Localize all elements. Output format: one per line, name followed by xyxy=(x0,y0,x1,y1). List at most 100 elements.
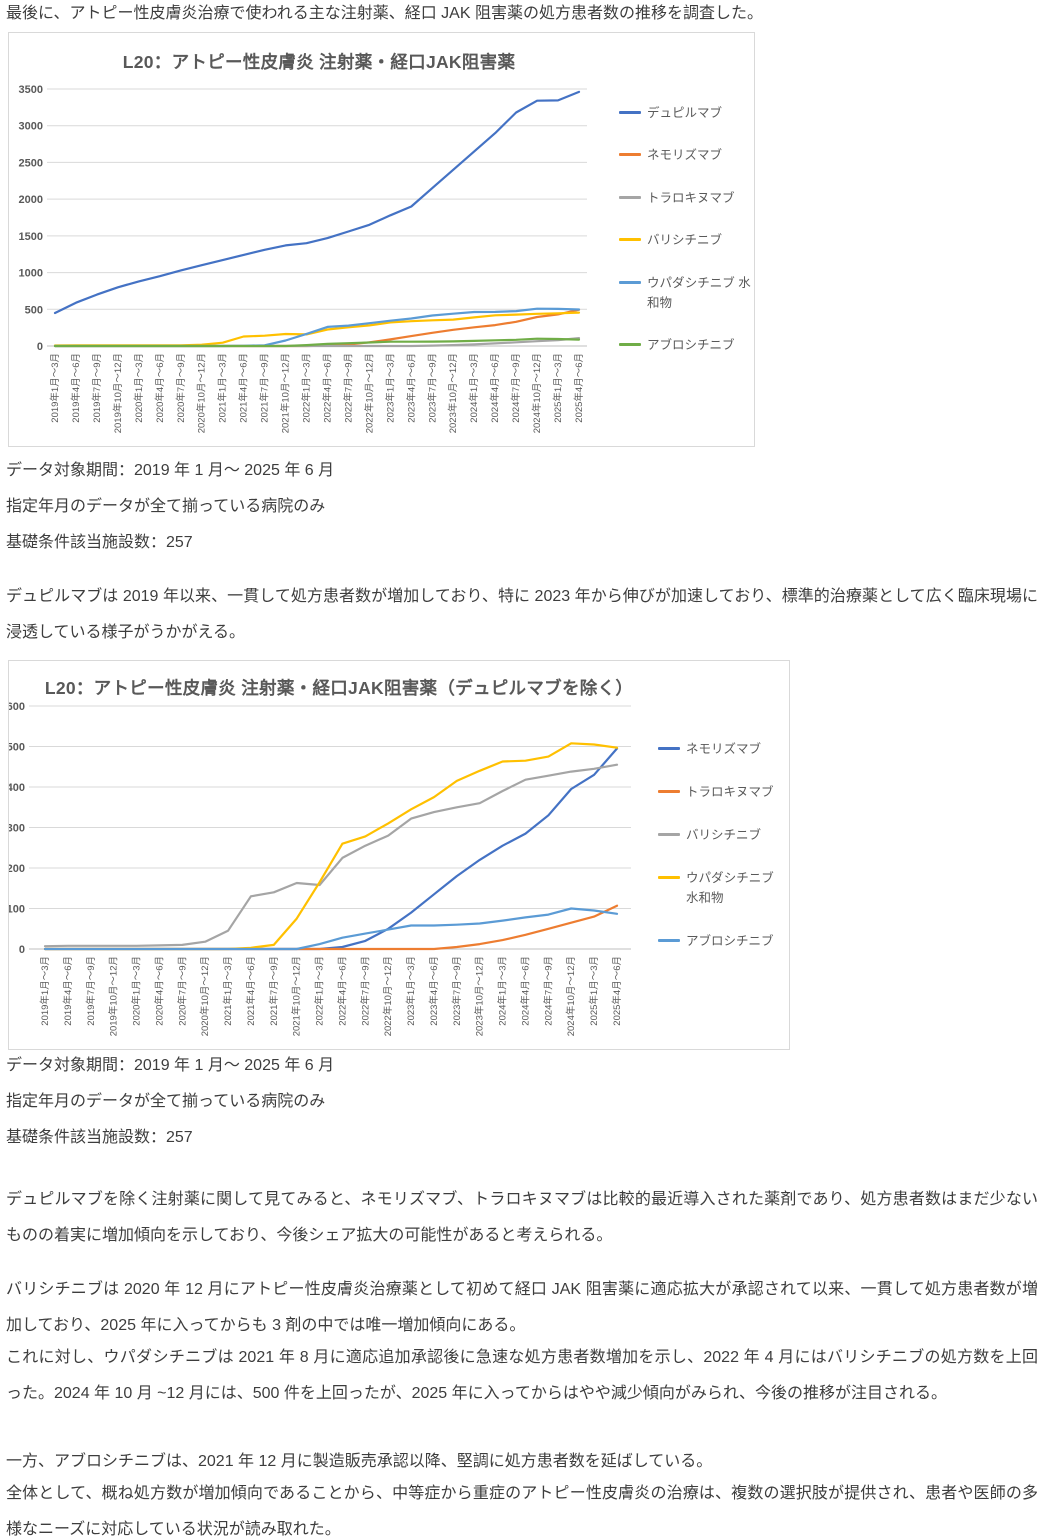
x-tick-label: 2025年1月～3月 xyxy=(552,353,564,423)
note-hospital-filter: 指定年月のデータが全て揃っている病院のみ xyxy=(6,498,326,515)
x-tick-label: 2023年1月～3月 xyxy=(405,956,417,1026)
x-tick-label: 2022年7月～9月 xyxy=(342,353,354,423)
chart-title: L20：アトピー性皮膚炎 注射薬・経口JAK阻害薬 xyxy=(122,52,516,72)
legend-label: トラロキヌマブ xyxy=(647,190,735,205)
series-line-2 xyxy=(43,763,619,948)
x-tick-label: 2025年4月～6月 xyxy=(573,353,585,423)
legend-item: ウパダシチニブ 水和物 xyxy=(619,273,751,313)
gridlines xyxy=(29,705,631,950)
y-tick-label: 1500 xyxy=(19,231,43,243)
y-tick-label: 3000 xyxy=(19,121,43,133)
chart-atopic-excl-dupilumab: L20：アトピー性皮膚炎 注射薬・経口JAK阻害薬（デュピルマブを除く） 0 10… xyxy=(8,660,790,1050)
x-axis-labels: 2019年1月～3月 2019年4月～6月 2019年7月～9月 2019年10月～1… xyxy=(49,353,585,433)
legend-item: バリシチニブ xyxy=(619,230,751,250)
plot-area: 01002003004005006002019年1月～3月2019年4月～6月2… xyxy=(9,701,631,1036)
chart-title: L20：アトピー性皮膚炎 注射薬・経口JAK阻害薬（デュピルマブを除く） xyxy=(44,678,634,698)
x-tick-label: 2023年4月～6月 xyxy=(428,956,440,1026)
y-tick-label: 2500 xyxy=(19,157,43,169)
legend-item: トラロキヌマブ xyxy=(619,188,751,208)
legend-label: デュピルマブ xyxy=(647,106,723,120)
x-tick-label: 2019年10月～12月 xyxy=(108,956,120,1036)
x-tick-label: 2019年10月～12月 xyxy=(112,353,124,433)
legend-swatch xyxy=(658,833,680,836)
y-tick-label: 0 xyxy=(37,341,43,353)
legend-label: バリシチニブ xyxy=(647,233,723,248)
legend-swatch xyxy=(619,111,641,114)
x-tick-label: 2021年4月～6月 xyxy=(238,353,250,423)
series-line-5 xyxy=(53,337,581,348)
x-tick-label: 2021年7月～9月 xyxy=(259,353,271,423)
x-tick-label: 2021年1月～3月 xyxy=(217,353,229,423)
legend-swatch xyxy=(658,876,680,879)
analysis-overall: 全体として、概ね処方数が増加傾向であることから、中等症から重症のアトピー性皮膚炎… xyxy=(6,1485,1038,1538)
y-tick-label: 3500 xyxy=(19,84,43,96)
x-tick-label: 2022年4月～6月 xyxy=(321,353,333,423)
x-tick-label: 2024年4月～6月 xyxy=(519,956,531,1026)
legend-swatch xyxy=(619,153,641,157)
x-tick-label: 2019年4月～6月 xyxy=(70,353,82,423)
x-tick-label: 2024年4月～6月 xyxy=(489,353,501,423)
series-line-1 xyxy=(43,904,619,951)
y-tick-label: 600 xyxy=(9,701,25,713)
legend-swatch xyxy=(619,342,641,346)
x-tick-label: 2023年10月～12月 xyxy=(474,956,486,1036)
x-tick-label: 2021年10月～12月 xyxy=(291,956,303,1036)
chart-legend: デュピルマブ ネモリズマブ トラロキヌマブ バリシチニブウパダシチニブ 水和物アブロシ… xyxy=(619,103,751,355)
chart-legend: ネモリズマブ トラロキヌマブ バリシチニブ ウパダシチニブ 水和物 アブロシチニブ xyxy=(658,739,786,951)
analysis-excluding-dupilumab: デュピルマブを除く注射薬に関して見てみると、ネモリズマブ、トラロキヌマブは比較的… xyxy=(6,1191,1038,1244)
y-tick-label: 500 xyxy=(25,304,43,316)
x-tick-label: 2024年10月～12月 xyxy=(531,353,543,433)
x-tick-label: 2020年4月～6月 xyxy=(154,353,166,423)
legend-swatch xyxy=(619,280,641,284)
note-facility-count: 基礎条件該当施設数：257 xyxy=(6,534,193,551)
x-tick-label: 2024年10月～12月 xyxy=(565,956,577,1036)
x-tick-label: 2023年1月～3月 xyxy=(384,353,396,423)
x-tick-label: 2020年10月～12月 xyxy=(199,956,211,1036)
legend-item: トラロキヌマブ xyxy=(658,782,786,802)
y-tick-label: 0 xyxy=(19,944,25,956)
x-tick-label: 2022年10月～12月 xyxy=(363,353,375,433)
legend-item: デュピルマブ xyxy=(619,103,751,123)
note-facility-count: 基礎条件該当施設数：257 xyxy=(6,1129,193,1146)
legend-label: ネモリズマブ xyxy=(647,148,723,163)
series-lines xyxy=(53,90,581,348)
legend-label: ネモリズマブ xyxy=(686,742,762,756)
legend-item: アブロシチニブ xyxy=(658,931,786,951)
legend-label: ウパダシチニブ 水和物 xyxy=(686,871,774,905)
x-tick-label: 2023年10月～12月 xyxy=(447,353,459,433)
y-axis-labels: 0 100 200 300 400 500 600 xyxy=(9,701,25,956)
series-line-3 xyxy=(43,742,619,951)
note-hospital-filter: 指定年月のデータが全て揃っている病院のみ xyxy=(6,1093,326,1110)
x-tick-label: 2020年4月～6月 xyxy=(153,956,165,1026)
chart-atopic-all-drugs: L20：アトピー性皮膚炎 注射薬・経口JAK阻害薬 0 500 1000 1500 20… xyxy=(8,32,755,447)
legend-item: ネモリズマブ xyxy=(658,739,786,759)
y-tick-label: 2000 xyxy=(19,194,43,206)
y-tick-label: 500 xyxy=(9,742,25,754)
series-lines xyxy=(43,742,619,951)
plot-area: 0 500 1000 1500 2000 2500 3000 3500 2019年1月～3月 20… xyxy=(19,84,587,433)
x-tick-label: 2023年4月～6月 xyxy=(405,353,417,423)
analysis-baricitinib: バリシチニブは 2020 年 12 月にアトピー性皮膚炎治療薬として初めて経口 … xyxy=(6,1281,1038,1334)
legend-label: アブロシチニブ xyxy=(647,337,735,352)
y-tick-label: 100 xyxy=(9,904,25,916)
x-tick-label: 2022年7月～9月 xyxy=(359,956,371,1026)
x-tick-label: 2021年4月～6月 xyxy=(245,956,257,1026)
legend-label: ウパダシチニブ 水和物 xyxy=(647,275,751,310)
y-tick-label: 1000 xyxy=(19,268,43,280)
x-tick-label: 2020年7月～9月 xyxy=(176,956,188,1026)
x-tick-label: 2020年1月～3月 xyxy=(131,956,143,1026)
x-tick-label: 2021年10月～12月 xyxy=(280,353,292,433)
y-axis-labels: 0 500 1000 1500 2000 2500 3000 3500 xyxy=(19,84,43,353)
series-line-4 xyxy=(43,907,619,951)
note-data-period: データ対象期間：2019 年 1 月～ 2025 年 6 月 xyxy=(6,1057,335,1074)
x-tick-label: 2022年4月～6月 xyxy=(336,956,348,1026)
x-tick-label: 2019年7月～9月 xyxy=(85,956,97,1026)
gridlines xyxy=(47,88,587,347)
y-tick-label: 300 xyxy=(9,823,25,835)
x-tick-label: 2021年1月～3月 xyxy=(222,956,234,1026)
x-axis-labels: 2019年1月～3月 2019年4月～6月 2019年7月～9月 2019年10月～1… xyxy=(39,956,623,1036)
intro-text: 最後に、アトピー性皮膚炎治療で使われる主な注射薬、経口 JAK 阻害薬の処方患者… xyxy=(6,5,763,22)
legend-swatch xyxy=(658,747,680,750)
x-tick-label: 2022年10月～12月 xyxy=(382,956,394,1036)
